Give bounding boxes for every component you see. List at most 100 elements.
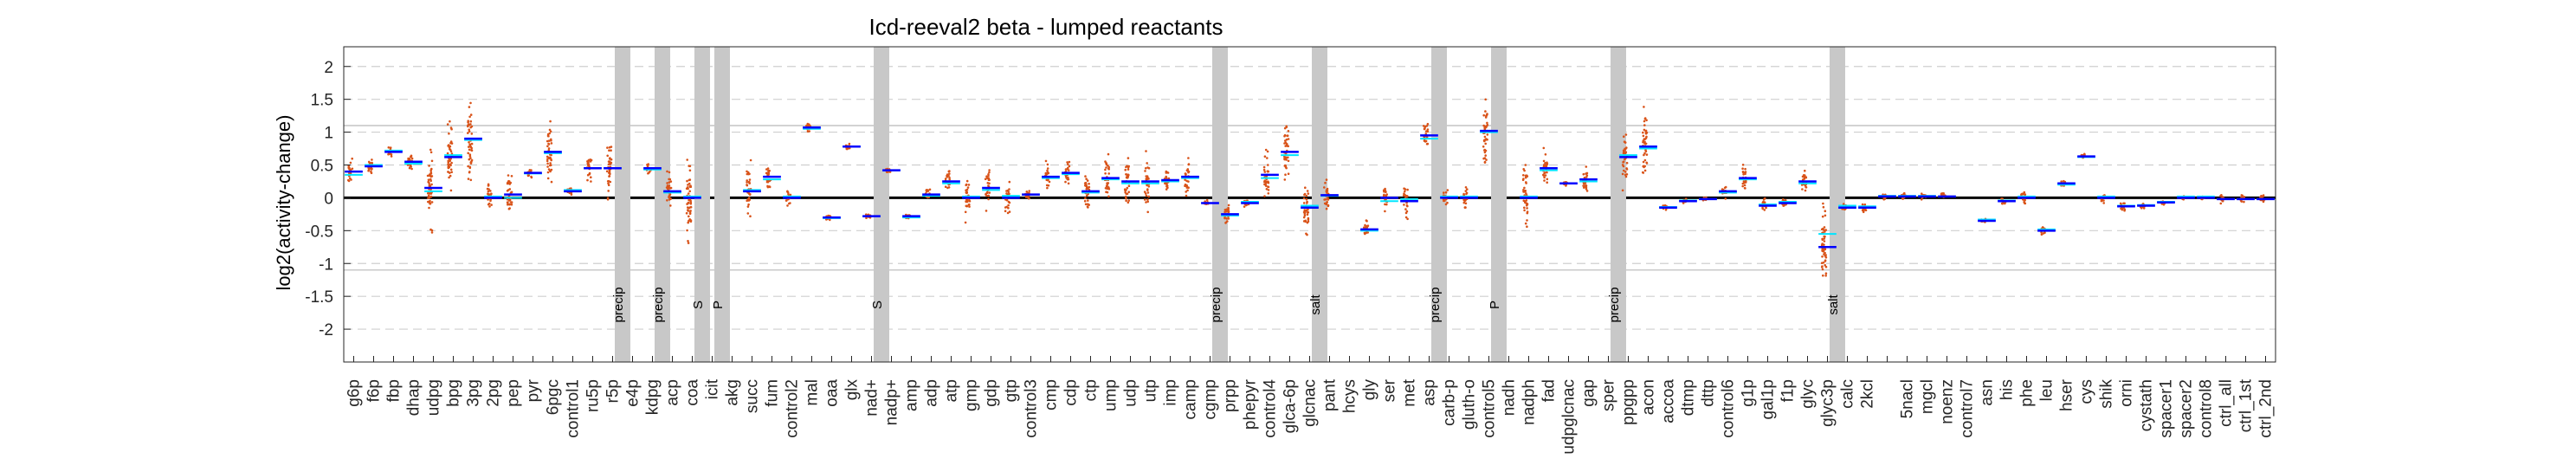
data-point: [1008, 188, 1010, 191]
data-point: [1585, 165, 1588, 168]
data-point: [1303, 209, 1306, 211]
data-point: [449, 148, 451, 151]
data-point: [1303, 210, 1307, 214]
data-point: [1264, 148, 1268, 152]
data-point: [448, 145, 451, 149]
data-point: [1743, 184, 1746, 187]
data-point: [367, 168, 371, 171]
data-point: [1643, 158, 1647, 162]
x-tick-label: udpg: [425, 379, 443, 416]
data-point: [371, 161, 373, 165]
data-point: [1482, 113, 1485, 117]
data-point: [1804, 184, 1807, 187]
data-point: [1067, 163, 1069, 165]
data-point: [550, 142, 553, 145]
data-point: [1863, 203, 1867, 206]
data-point: [1804, 189, 1807, 192]
data-point: [928, 188, 932, 191]
data-point: [1227, 210, 1230, 214]
data-point: [786, 204, 789, 207]
data-point: [1147, 195, 1150, 198]
points-cmp: [1044, 159, 1051, 190]
data-point: [2221, 199, 2224, 203]
data-point: [467, 178, 470, 180]
y-tick-label: -1.5: [305, 288, 333, 307]
data-point: [550, 158, 552, 162]
x-tick-label: acon: [1640, 379, 1658, 415]
data-point: [1744, 171, 1746, 174]
x-tick-label: ctrl_all: [2218, 379, 2236, 427]
data-point: [1086, 194, 1088, 197]
data-point: [488, 205, 491, 208]
data-point: [410, 155, 413, 158]
data-point: [685, 211, 688, 215]
band-precip: [1431, 47, 1447, 362]
data-point: [2262, 194, 2265, 197]
data-point: [1185, 191, 1187, 193]
band-label: P: [1488, 301, 1502, 309]
data-point: [829, 218, 831, 222]
data-point: [669, 186, 673, 190]
data-point: [1443, 191, 1445, 194]
data-point: [948, 176, 951, 179]
data-point: [1267, 170, 1270, 173]
data-point: [2243, 200, 2245, 204]
data-point: [767, 172, 771, 176]
data-point: [608, 149, 610, 152]
data-point: [430, 159, 434, 163]
points-g6p: [347, 157, 354, 183]
data-point: [1327, 204, 1330, 207]
x-tick-label: dttp: [1700, 379, 1718, 407]
data-point: [768, 169, 771, 172]
data-point: [487, 203, 490, 206]
data-point: [1067, 166, 1069, 170]
x-axis-ticks: g6p f6p fbp dhap udpg bpg 3pg 2pg pep pyr 6pgc cont…: [345, 356, 2276, 455]
data-point: [1086, 179, 1089, 182]
x-tick-label: control6: [1720, 379, 1738, 438]
y-tick-label: 0: [324, 190, 333, 208]
data-point: [1462, 193, 1465, 197]
data-point: [1642, 165, 1644, 168]
x-tick-label: mgcl: [1919, 379, 1937, 414]
data-point: [925, 189, 928, 191]
y-axis-ticks: -2 -1.5 -1 -0.5 0 0.5 1 1.5 2: [305, 59, 351, 339]
data-point: [470, 158, 474, 162]
data-point: [1645, 153, 1649, 156]
data-point: [1302, 220, 1306, 223]
band-precip: [1212, 47, 1228, 362]
data-point: [1743, 180, 1746, 184]
data-point: [965, 184, 967, 187]
x-tick-label: spacer2: [2178, 379, 2196, 438]
data-point: [787, 192, 790, 196]
data-point: [1104, 168, 1107, 171]
x-tick-label: bpg: [445, 379, 463, 407]
data-point: [546, 177, 550, 180]
points-ump: [1103, 152, 1111, 198]
data-point: [765, 180, 769, 184]
data-point: [370, 168, 373, 171]
points-2pg: [486, 183, 493, 208]
data-point: [967, 204, 971, 206]
data-point: [865, 213, 868, 216]
data-point: [1424, 126, 1426, 130]
data-point: [1800, 184, 1804, 186]
data-point: [1823, 235, 1825, 238]
data-point: [1645, 135, 1648, 139]
data-point: [1126, 192, 1129, 196]
data-point: [1525, 181, 1527, 184]
data-point: [2102, 202, 2105, 204]
data-point: [689, 210, 692, 212]
data-point: [846, 147, 849, 151]
data-point: [1546, 171, 1548, 174]
data-point: [806, 124, 809, 126]
x-tick-label: hcys: [1341, 379, 1359, 413]
chart-title: Icd-reeval2 beta - lumped reactants: [869, 14, 1223, 40]
data-point: [605, 170, 609, 173]
data-point: [1127, 157, 1130, 159]
data-point: [1484, 154, 1487, 157]
data-point: [1624, 151, 1628, 153]
data-point: [1046, 186, 1049, 190]
data-point: [986, 182, 990, 184]
band-label: P: [711, 301, 726, 309]
